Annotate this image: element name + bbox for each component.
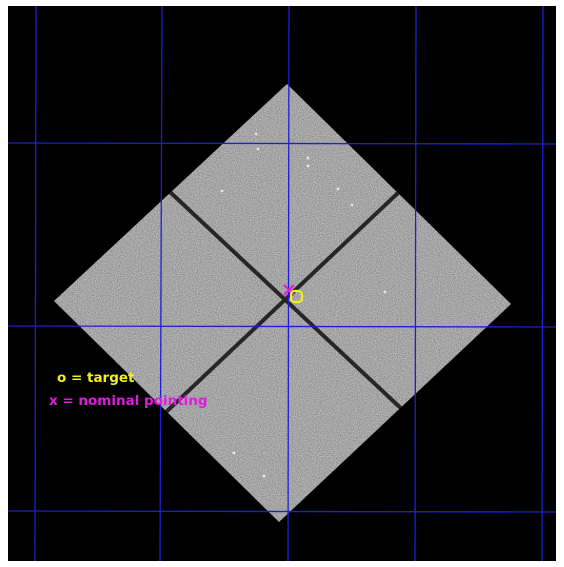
bright-source <box>306 164 310 168</box>
bright-source <box>336 187 340 191</box>
chip-gap-line <box>163 190 401 415</box>
sky-image: o = target x = nominal pointing <box>8 6 556 561</box>
legend-pointing-label: x = nominal pointing <box>49 393 208 409</box>
bright-source <box>256 147 260 151</box>
bright-source <box>232 451 236 455</box>
grid-line-horizontal <box>8 510 556 513</box>
bright-source <box>262 474 266 478</box>
grid-line-vertical <box>34 6 37 561</box>
sky-image-frame: o = target x = nominal pointing <box>8 6 556 561</box>
legend-target-label: o = target <box>57 370 135 386</box>
bright-source <box>306 156 310 160</box>
grid-line-vertical <box>159 6 163 561</box>
bright-sources <box>220 132 387 478</box>
detector-field <box>54 84 511 522</box>
grid-line-vertical <box>414 6 417 561</box>
grid-line-vertical <box>541 6 544 561</box>
grid-line-horizontal <box>8 142 556 145</box>
circle-marker-icon <box>289 289 304 304</box>
bright-source <box>350 203 354 207</box>
bright-source <box>254 132 258 136</box>
grid-line-vertical <box>287 6 290 561</box>
coordinate-grid <box>8 6 556 561</box>
bright-source <box>220 189 224 193</box>
x-marker-icon <box>283 284 295 296</box>
bright-source <box>383 290 387 294</box>
grid-line-horizontal <box>8 325 556 328</box>
